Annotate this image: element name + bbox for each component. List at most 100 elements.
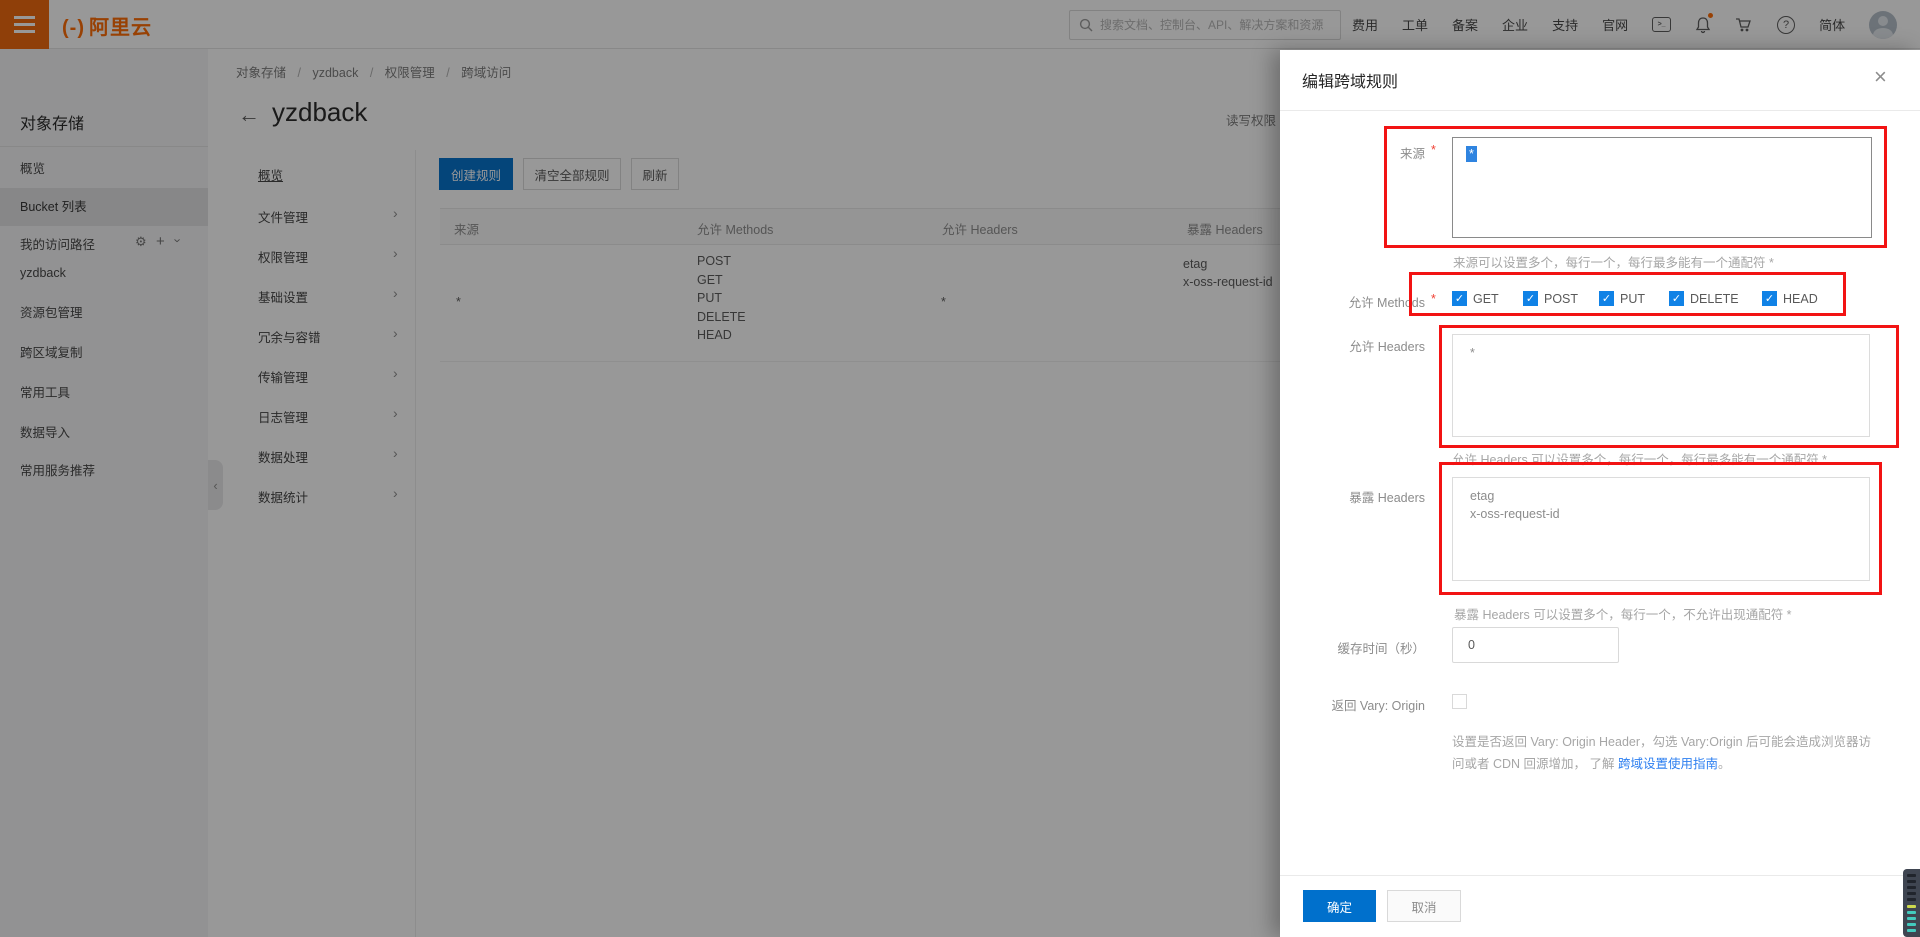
breadcrumb-permission-management[interactable]: 权限管理 [384, 66, 435, 80]
vary-origin-checkbox[interactable] [1452, 694, 1467, 709]
method-label-head[interactable]: HEAD [1783, 292, 1818, 306]
cache-time-input[interactable] [1452, 627, 1619, 663]
cors-guide-link[interactable]: 跨域设置使用指南 [1617, 757, 1718, 771]
breadcrumb-cors[interactable]: 跨域访问 [461, 66, 512, 80]
hamburger-menu-icon[interactable] [0, 0, 49, 49]
help-icon[interactable]: ? [1777, 15, 1796, 34]
notification-dot [1708, 12, 1714, 18]
origin-required-mark: * [1431, 143, 1436, 157]
cart-icon[interactable] [1735, 17, 1753, 33]
sidebar-item-data-import[interactable]: 数据导入 [20, 426, 71, 440]
subnav-redundancy[interactable]: 冗余与容错 [258, 331, 321, 345]
chevron-right-icon[interactable]: › [393, 405, 398, 421]
console-icon[interactable]: >_ [1652, 17, 1672, 32]
global-search[interactable] [1069, 10, 1341, 40]
breadcrumb-separator: / [297, 66, 301, 80]
notifications-bell-icon[interactable] [1695, 12, 1714, 34]
search-input[interactable] [1100, 18, 1331, 32]
gear-icon[interactable]: ⚙ [135, 234, 147, 249]
clear-all-rules-button[interactable]: 清空全部规则 [523, 158, 621, 190]
breadcrumb-separator: / [446, 66, 450, 80]
method-checkbox-head[interactable]: ✓ [1762, 291, 1777, 306]
subnav-transfer-management[interactable]: 传输管理 [258, 371, 309, 385]
plus-icon[interactable]: + [156, 233, 165, 250]
chevron-right-icon[interactable]: › [393, 485, 398, 501]
sidebar-item-bucket-list[interactable]: Bucket 列表 [0, 188, 208, 226]
chevron-left-icon: ‹ [213, 477, 218, 493]
method-checkbox-post[interactable]: ✓ [1523, 291, 1538, 306]
column-allowed-methods: 允许 Methods [697, 223, 774, 237]
sidebar-item-cross-region-replication[interactable]: 跨区域复制 [20, 346, 83, 360]
create-rule-button[interactable]: 创建规则 [439, 158, 513, 190]
origin-help-text: 来源可以设置多个，每行一个，每行最多能有一个通配符 * [1453, 256, 1774, 270]
subnav-divider [415, 150, 416, 937]
breadcrumb-separator: / [369, 66, 374, 80]
sidebar-item-overview[interactable]: 概览 [20, 162, 46, 176]
sidebar-item-recommended-services[interactable]: 常用服务推荐 [20, 464, 96, 478]
close-icon[interactable]: × [1874, 64, 1887, 89]
chevron-right-icon[interactable]: › [393, 365, 398, 381]
sidebar-item-yzdback[interactable]: yzdback [20, 266, 66, 280]
exposed-headers-textarea[interactable]: etag x-oss-request-id [1452, 477, 1870, 581]
subnav-file-management[interactable]: 文件管理 [258, 211, 309, 225]
breadcrumb-object-storage[interactable]: 对象存储 [236, 66, 287, 80]
check-icon: ✓ [1601, 293, 1612, 305]
nav-link-tickets[interactable]: 工单 [1402, 18, 1429, 33]
allowed-headers-help-text: 允许 Headers 可以设置多个，每行一个，每行最多能有一个通配符 * [1452, 453, 1828, 467]
rule-origin-cell: * [456, 295, 461, 309]
column-origin: 来源 [454, 223, 480, 237]
subnav-data-processing[interactable]: 数据处理 [258, 451, 309, 465]
method-checkbox-get[interactable]: ✓ [1452, 291, 1467, 306]
aliyun-logo[interactable]: (-) 阿里云 [62, 17, 152, 39]
search-icon [1079, 18, 1093, 32]
method-checkbox-delete[interactable]: ✓ [1669, 291, 1684, 306]
sidebar-title: 对象存储 [20, 116, 85, 133]
nav-link-billing[interactable]: 费用 [1352, 18, 1379, 33]
method-label-delete[interactable]: DELETE [1690, 292, 1739, 306]
chevron-right-icon[interactable]: › [393, 205, 398, 221]
subnav-data-statistics[interactable]: 数据统计 [258, 491, 309, 505]
nav-link-support[interactable]: 支持 [1552, 18, 1579, 33]
selected-text: * [1466, 146, 1477, 162]
sidebar-item-resource-packages[interactable]: 资源包管理 [20, 306, 83, 320]
sidebar-item-common-tools[interactable]: 常用工具 [20, 386, 71, 400]
locale-switcher[interactable]: 简体 [1819, 18, 1846, 33]
cancel-button[interactable]: 取消 [1387, 890, 1461, 922]
breadcrumb-bucket[interactable]: yzdback [312, 66, 359, 80]
navbar-right: 费用 工单 备案 企业 支持 官网 >_ ? 简体 [1352, 0, 1898, 49]
page-title: yzdback [272, 97, 368, 127]
subnav-log-management[interactable]: 日志管理 [258, 411, 309, 425]
exposed-headers-label: 暴露 Headers [1349, 491, 1425, 505]
user-avatar[interactable] [1869, 10, 1898, 39]
method-label-put[interactable]: PUT [1620, 292, 1645, 306]
sidebar-divider [0, 146, 208, 147]
allowed-headers-textarea[interactable]: * [1452, 334, 1870, 437]
nav-link-website[interactable]: 官网 [1602, 18, 1629, 33]
subnav-basic-settings[interactable]: 基础设置 [258, 291, 309, 305]
chevron-right-icon[interactable]: › [393, 285, 398, 301]
chevron-right-icon[interactable]: › [393, 445, 398, 461]
chevron-right-icon[interactable]: › [393, 325, 398, 341]
nav-link-icp[interactable]: 备案 [1452, 18, 1479, 33]
confirm-button[interactable]: 确定 [1303, 890, 1376, 922]
method-label-post[interactable]: POST [1544, 292, 1579, 306]
left-sidebar: 对象存储 概览 Bucket 列表 我的访问路径 ⚙ + › yzdback 资… [0, 49, 208, 937]
methods-required-mark: * [1431, 292, 1436, 306]
sidebar-collapse-handle[interactable]: ‹ [208, 460, 223, 510]
method-checkbox-put[interactable]: ✓ [1599, 291, 1614, 306]
back-arrow-icon[interactable]: ← [238, 102, 260, 127]
subnav-overview[interactable]: 概览 [258, 169, 284, 183]
origin-label: 来源 [1399, 147, 1425, 161]
refresh-button[interactable]: 刷新 [631, 158, 679, 190]
modal-title: 编辑跨域规则 [1302, 74, 1399, 91]
nav-link-enterprise[interactable]: 企业 [1502, 18, 1529, 33]
column-allowed-headers: 允许 Headers [942, 223, 1018, 237]
origin-textarea[interactable]: * [1452, 137, 1872, 238]
sidebar-item-my-access-paths[interactable]: 我的访问路径 [20, 238, 96, 252]
modal-footer-divider [1280, 875, 1920, 876]
method-label-get[interactable]: GET [1473, 292, 1499, 306]
subnav-permission-management[interactable]: 权限管理 [258, 251, 309, 265]
floating-toolbar-widget[interactable] [1903, 869, 1920, 937]
chevron-right-icon[interactable]: › [393, 245, 398, 261]
exposed-headers-help-text: 暴露 Headers 可以设置多个，每行一个，不允许出现通配符 * [1454, 608, 1792, 622]
